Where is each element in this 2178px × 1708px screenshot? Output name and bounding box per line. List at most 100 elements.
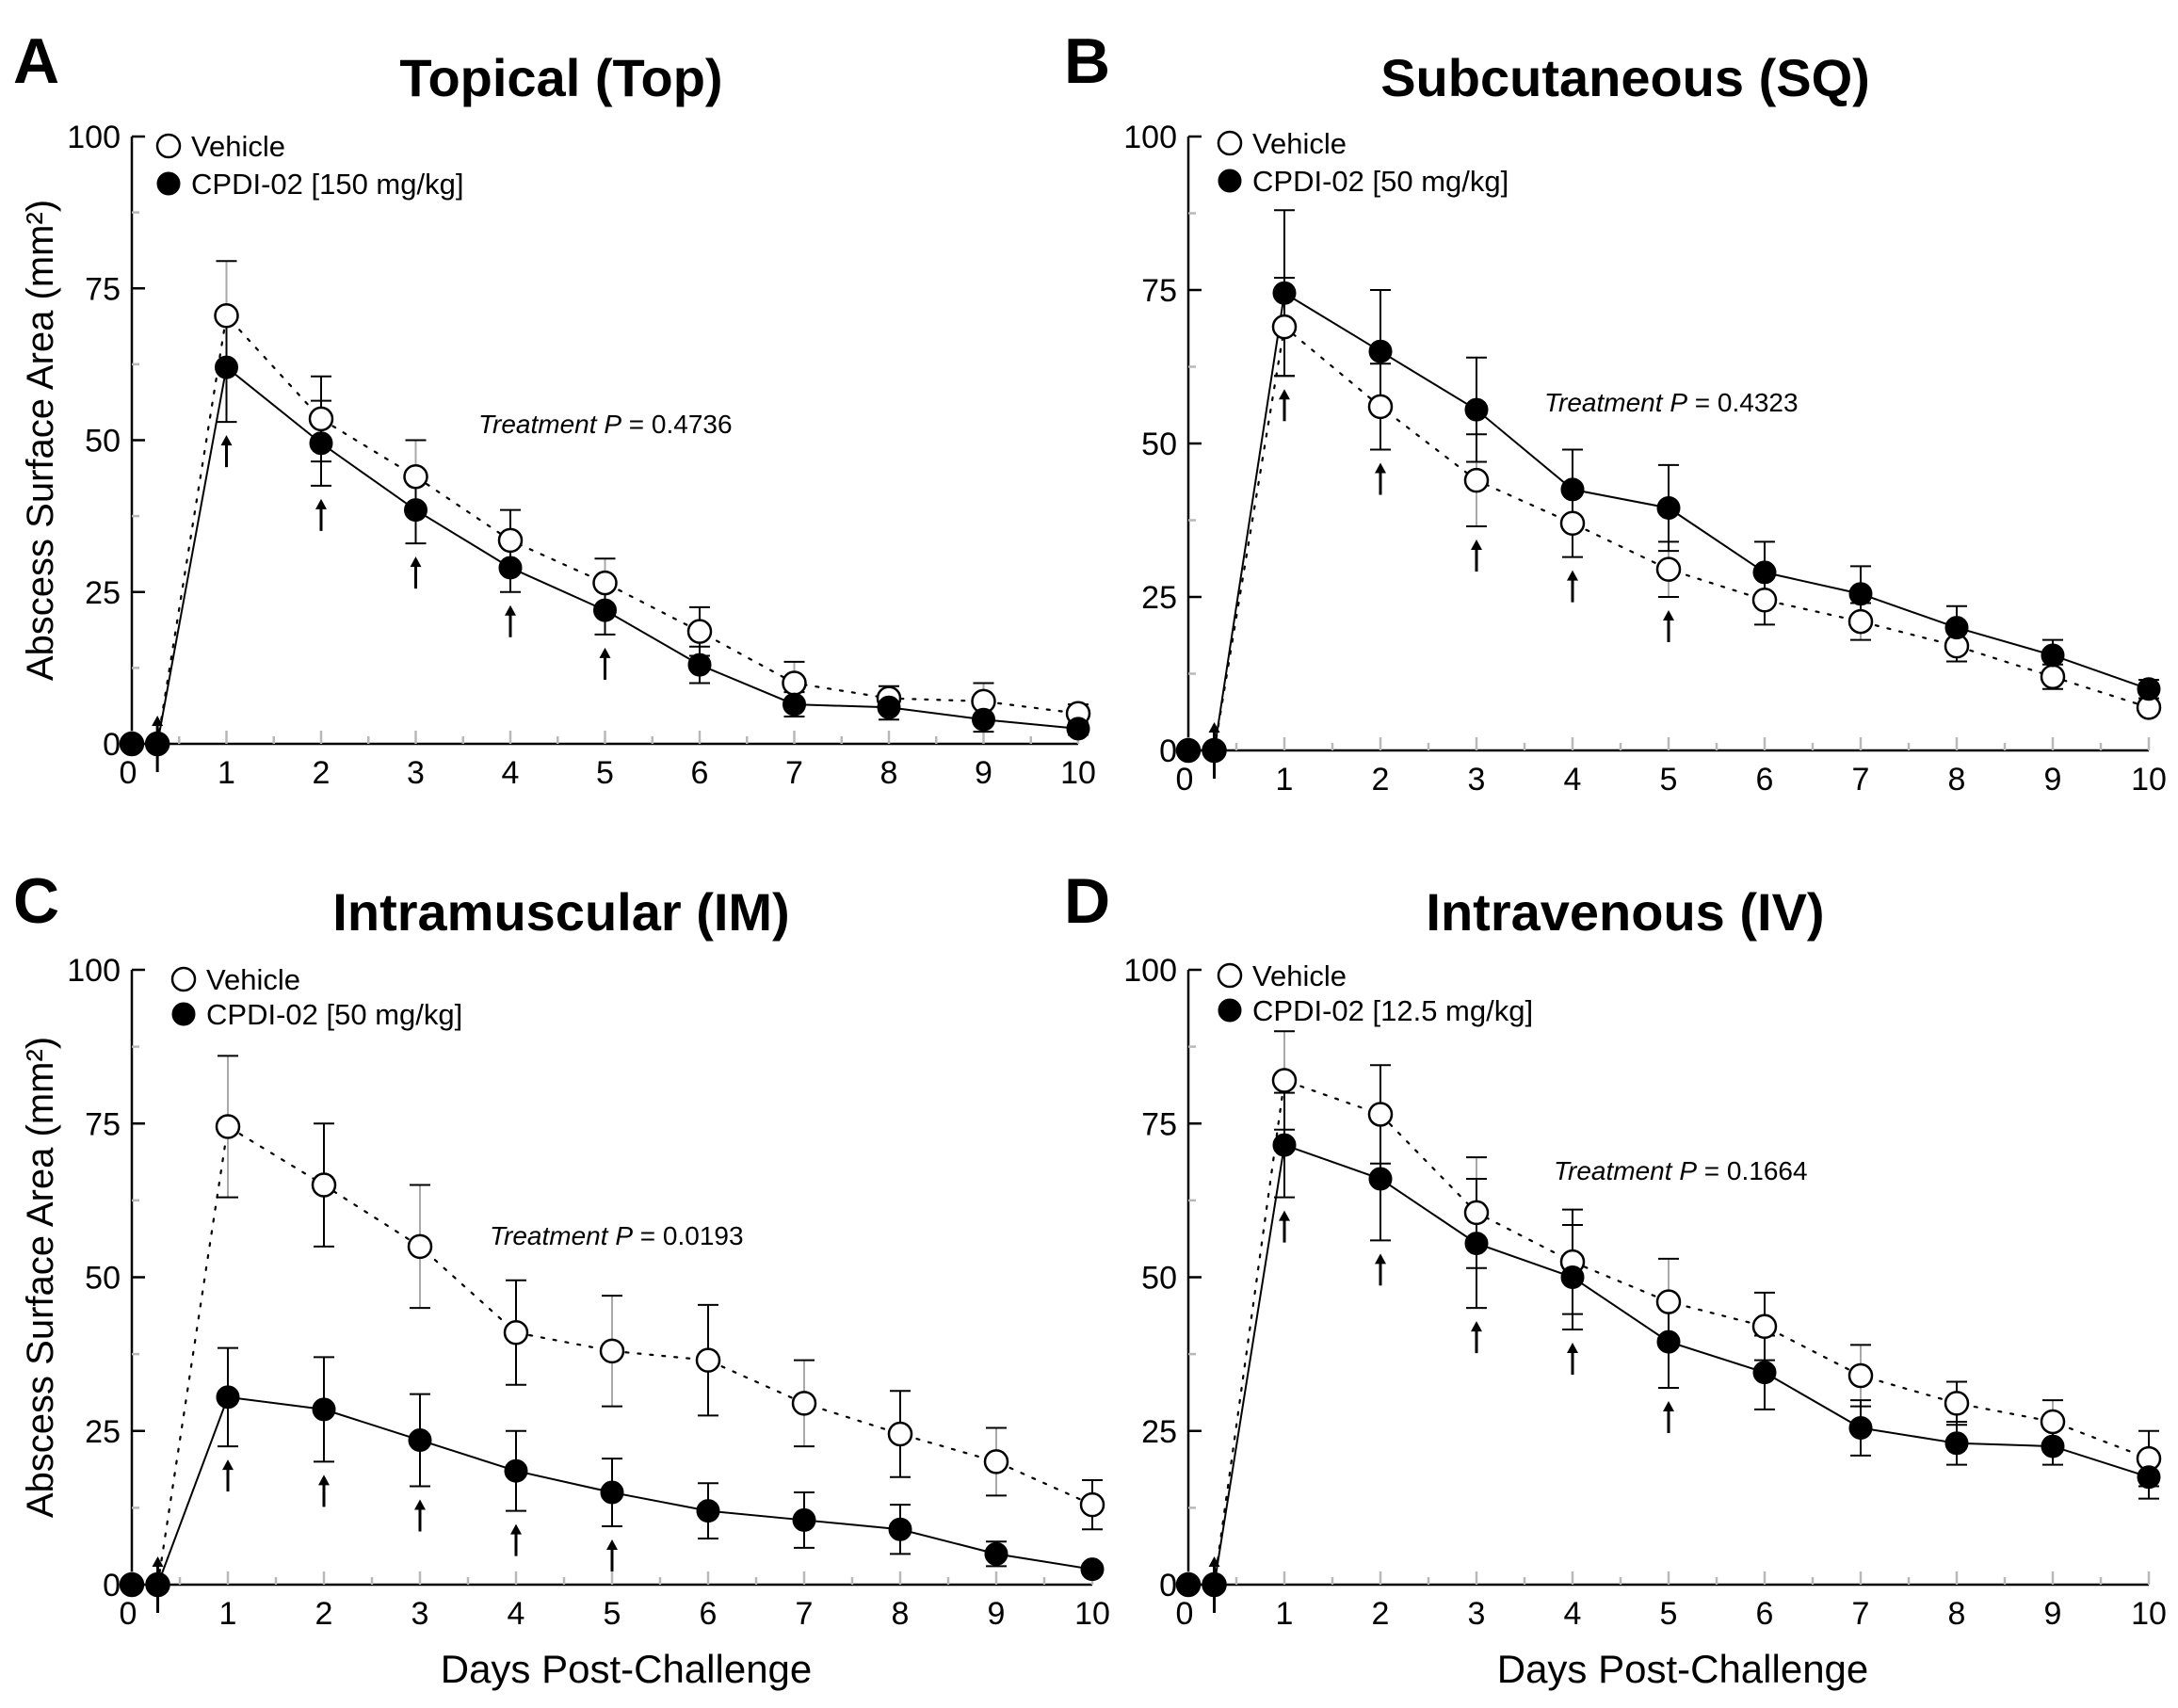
cpdi-02-point	[1464, 397, 1489, 422]
dose-arrowhead	[152, 1556, 164, 1567]
series-line-cpdi-02	[1213, 291, 2150, 751]
vehicle-point	[1751, 588, 1778, 613]
dose-arrowhead	[1208, 722, 1220, 733]
x-tick-label: 8	[1948, 762, 1966, 798]
vehicle-point	[782, 670, 807, 696]
vehicle-point	[503, 1320, 529, 1345]
x-tick-label: 5	[596, 755, 614, 791]
dose-arrowhead	[1567, 570, 1578, 581]
legend-cpdi-marker	[1218, 169, 1242, 193]
vehicle-point	[983, 1449, 1009, 1474]
vehicle-point	[1367, 1102, 1394, 1127]
legend-vehicle-label: Vehicle	[206, 963, 300, 996]
cpdi-02-point	[593, 598, 617, 622]
treatment-p-value: Treatment P = 0.4323	[1544, 388, 1799, 417]
series-line-vehicle	[156, 1124, 1094, 1587]
y-tick-label: 75	[85, 271, 121, 307]
x-tick-label: 5	[1660, 1596, 1678, 1632]
x-tick-label: 3	[1468, 762, 1486, 798]
series-line-vehicle	[1213, 1079, 2151, 1587]
cpdi-02-point	[120, 732, 144, 756]
cpdi-02-point	[1176, 1572, 1201, 1597]
cpdi-02-point	[687, 653, 712, 677]
y-tick-label: 25	[85, 575, 121, 611]
panel-c: C Intramuscular (IM) 0 25 50 75 100 0 1 2 3 4 5 6 7 8 9 1…	[13, 865, 1110, 1691]
x-tick-label: 10	[1074, 1596, 1110, 1632]
panel-b: B Subcutaneous (SQ) 0 25 50 75 100 0 1 2 3 4 5 6 7 8 9 10…	[1064, 25, 2167, 798]
x-tick-label: 8	[892, 1596, 910, 1632]
x-tick-label: 3	[411, 1596, 429, 1632]
vehicle-point	[2040, 664, 2066, 690]
x-tick-label: 8	[1948, 1596, 1966, 1632]
y-tick-label: 0	[103, 1568, 121, 1603]
dose-arrowhead	[315, 498, 327, 509]
cpdi-02-point	[984, 1541, 1008, 1566]
legend-cpdi-label: CPDI-02 [150 mg/kg]	[191, 168, 463, 201]
cpdi-02-point	[1176, 738, 1201, 763]
cpdi-02-point	[404, 498, 428, 523]
series-line-cpdi-02	[156, 1395, 1093, 1586]
vehicle-point	[1655, 556, 1682, 582]
cpdi-02-point	[1272, 1133, 1297, 1157]
y-tick-label: 100	[1123, 953, 1177, 989]
x-tick-label: 4	[1564, 1596, 1582, 1632]
cpdi-02-point	[888, 1517, 912, 1541]
panel-title: Intramuscular (IM)	[332, 882, 789, 942]
vehicle-point	[2040, 1409, 2066, 1435]
dose-arrowhead	[1471, 540, 1482, 551]
treatment-p-value: Treatment P = 0.1664	[1554, 1156, 1808, 1185]
x-tick-label: 4	[502, 755, 520, 791]
cpdi-02-point	[1560, 477, 1585, 502]
y-tick-label: 100	[1123, 120, 1177, 155]
vehicle-point	[1847, 1362, 1874, 1389]
vehicle-point	[308, 406, 334, 432]
cpdi-02-point	[504, 1458, 528, 1483]
vehicle-point	[407, 1233, 433, 1260]
cpdi-02-point	[309, 431, 333, 456]
y-tick-label: 50	[85, 1261, 121, 1297]
vehicle-point	[1944, 1391, 1970, 1416]
dose-arrowhead	[505, 604, 516, 616]
x-tick-label: 6	[700, 1596, 718, 1632]
x-tick-label: 10	[2131, 1596, 2167, 1632]
dose-arrowhead	[606, 1539, 618, 1550]
dose-arrowhead	[410, 556, 422, 568]
cpdi-02-point	[1464, 1232, 1489, 1256]
y-tick-label: 0	[1159, 733, 1177, 769]
cpdi-02-point	[1944, 616, 1969, 640]
x-tick-label: 4	[1564, 762, 1582, 798]
dose-arrowhead	[318, 1474, 330, 1486]
vehicle-point	[1271, 1068, 1298, 1093]
y-tick-label: 100	[67, 120, 121, 155]
cpdi-02-point	[1272, 281, 1297, 305]
x-tick-label: 10	[1060, 755, 1096, 791]
x-tick-label: 0	[1176, 762, 1194, 798]
y-tick-label: 75	[1141, 1106, 1177, 1142]
panel-title: Subcutaneous (SQ)	[1380, 48, 1870, 107]
legend-vehicle-marker	[1217, 962, 1243, 989]
vehicle-point	[695, 1347, 721, 1373]
dose-arrowhead	[1279, 389, 1290, 400]
legend-vehicle-label: Vehicle	[1252, 127, 1347, 160]
series-line-vehicle	[156, 313, 1080, 746]
cpdi-02-point	[1656, 1329, 1681, 1354]
y-tick-label: 25	[85, 1414, 121, 1450]
x-tick-label: 9	[975, 755, 992, 791]
x-tick-label: 8	[880, 755, 898, 791]
x-tick-label: 7	[785, 755, 803, 791]
dose-arrowhead	[599, 647, 611, 658]
y-axis-label: Abscess Surface Area (mm²)	[20, 1037, 61, 1518]
cpdi-02-point	[1066, 717, 1090, 741]
cpdi-02-point	[2137, 677, 2161, 701]
treatment-p-value: Treatment P = 0.4736	[478, 410, 733, 439]
x-tick-label: 2	[1372, 1596, 1390, 1632]
dose-arrowhead	[1471, 1321, 1482, 1332]
x-tick-label: 1	[219, 1596, 237, 1632]
y-tick-label: 75	[85, 1106, 121, 1142]
vehicle-point	[1463, 1200, 1490, 1226]
y-tick-label: 50	[1141, 1261, 1177, 1297]
x-axis-label: Days Post-Challenge	[441, 1647, 813, 1691]
cpdi-02-point	[2041, 1434, 2065, 1458]
dose-arrowhead	[222, 1459, 234, 1471]
